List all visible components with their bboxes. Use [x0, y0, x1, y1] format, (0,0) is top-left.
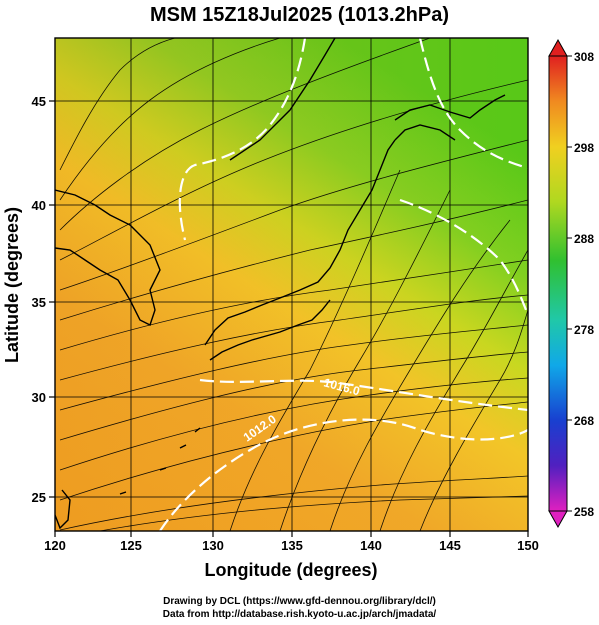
cbar-tick-308: 308 — [574, 50, 594, 64]
y-tick-40: 40 — [32, 198, 46, 213]
x-tick-130: 130 — [202, 538, 224, 553]
color-bar: 308 298 288 278 268 258 — [548, 38, 594, 529]
wind-streamlines — [59, 38, 528, 531]
cbar-tick-258: 258 — [574, 505, 594, 519]
y-tick-35: 35 — [32, 295, 46, 310]
color-bar-bottom-arrow — [548, 510, 568, 529]
y-axis-label: Latitude (degrees) — [2, 207, 22, 363]
credit-drawing: Drawing by DCL (https://www.gfd-dennou.o… — [163, 596, 436, 607]
y-tick-30: 30 — [32, 390, 46, 405]
x-axis-label: Longitude (degrees) — [204, 560, 377, 580]
x-tick-150: 150 — [517, 538, 539, 553]
y-tick-25: 25 — [32, 490, 46, 505]
color-bar-body — [548, 55, 568, 512]
x-tick-135: 135 — [281, 538, 303, 553]
cbar-tick-298: 298 — [574, 141, 594, 155]
cbar-tick-278: 278 — [574, 323, 594, 337]
y-axis: 25 30 35 40 45 Latitude (degrees) — [2, 94, 55, 505]
x-tick-120: 120 — [44, 538, 66, 553]
map-title: MSM 15Z18Jul2025 (1013.2hPa) — [149, 4, 450, 26]
cbar-tick-268: 268 — [574, 414, 594, 428]
x-axis: 120 125 130 135 140 145 150 Longitude (d… — [44, 531, 539, 580]
pressure-contours — [159, 38, 528, 531]
credit-data: Data from http://database.rish.kyoto-u.a… — [162, 609, 437, 620]
cbar-tick-288: 288 — [574, 232, 594, 246]
y-tick-45: 45 — [32, 94, 46, 109]
color-bar-top-arrow — [548, 38, 568, 57]
x-tick-140: 140 — [360, 538, 382, 553]
temperature-field-shade — [55, 38, 528, 531]
x-tick-145: 145 — [439, 538, 461, 553]
x-tick-125: 125 — [120, 538, 142, 553]
graticule — [55, 38, 528, 531]
